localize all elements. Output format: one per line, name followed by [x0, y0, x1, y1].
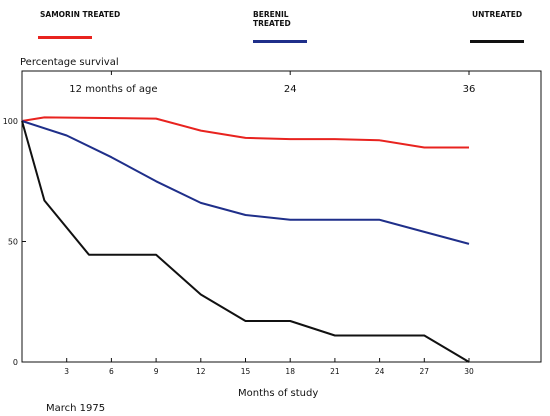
top-axis-label: 24: [284, 84, 297, 95]
x-tick-label: 30: [464, 367, 474, 376]
x-tick-label: 24: [375, 367, 385, 376]
x-tick-label: 27: [420, 367, 430, 376]
x-tick-label: 12: [196, 367, 206, 376]
x-axis-label: Months of study: [238, 388, 319, 399]
legend-line-samorin: [38, 36, 92, 39]
y-axis-label: Percentage survival: [20, 57, 119, 68]
x-tick-label: 9: [154, 367, 159, 376]
y-tick-label: 0: [13, 358, 18, 367]
legend-line-berenil: [253, 40, 307, 43]
y-tick-label: 50: [8, 238, 18, 247]
date-note: March 1975: [46, 403, 106, 414]
top-axis-label: 12 months of age: [69, 84, 157, 95]
x-tick-label: 15: [241, 367, 251, 376]
plot-frame: [21, 70, 542, 363]
x-tick-label: 3: [64, 367, 69, 376]
y-tick-label: 100: [3, 117, 18, 126]
series-line-2: [21, 120, 470, 363]
legend-label-samorin: SAMORIN TREATED: [40, 10, 121, 19]
series-line-0: [21, 116, 469, 149]
series-line-1: [21, 120, 470, 245]
x-tick-label: 18: [285, 367, 295, 376]
x-tick-label: 6: [109, 367, 114, 376]
top-axis-label: 36: [463, 84, 476, 95]
legend-line-untreated: [470, 40, 524, 43]
legend-label-untreated: UNTREATED: [472, 10, 523, 19]
x-tick-label: 21: [330, 367, 340, 376]
legend-label-berenil: BERENIL TREATED: [253, 10, 291, 28]
